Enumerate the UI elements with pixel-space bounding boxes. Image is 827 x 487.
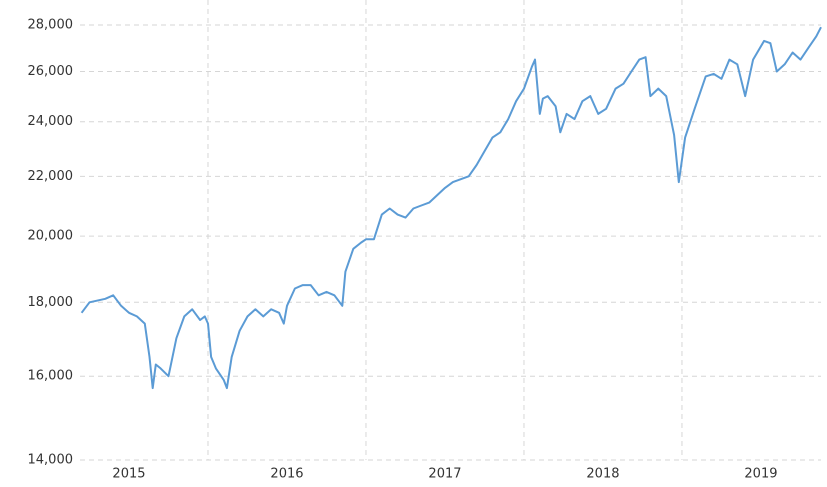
x-tick-label: 2016: [270, 467, 303, 482]
y-tick-label: 20,000: [28, 229, 74, 244]
y-tick-label: 22,000: [28, 169, 74, 184]
y-tick-label: 26,000: [28, 64, 74, 79]
y-tick-label: 24,000: [28, 114, 74, 129]
y-tick-label: 14,000: [28, 453, 74, 468]
y-tick-label: 16,000: [28, 369, 74, 384]
x-tick-label: 2017: [428, 467, 461, 482]
y-tick-label: 28,000: [28, 18, 74, 33]
x-tick-label: 2019: [744, 467, 777, 482]
x-tick-label: 2018: [586, 467, 619, 482]
y-tick-label: 18,000: [28, 295, 74, 310]
data-line: [80, 26, 822, 390]
x-tick-label: 2015: [112, 467, 145, 482]
